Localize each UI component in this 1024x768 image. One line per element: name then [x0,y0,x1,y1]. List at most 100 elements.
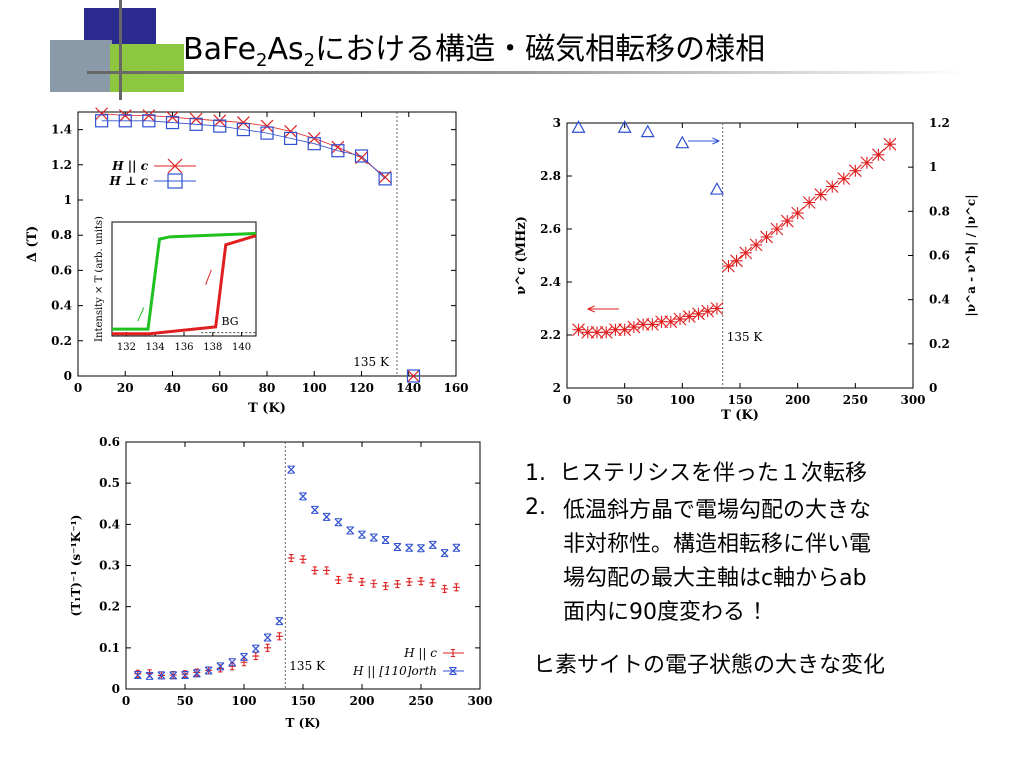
point-2-line: 場勾配の最大主軸はc軸からab [563,566,867,591]
data-point [825,180,839,193]
x-axis-label: T (K) [248,401,286,416]
data-point [133,671,142,679]
legend-label: H || [110]orth [352,664,437,678]
y-tick-label: 0.2 [51,334,72,348]
data-point [334,575,342,584]
inset-x-tick-label: 140 [232,342,251,353]
x-tick-label: 120 [349,381,374,395]
y-tick-label: 0 [64,369,72,383]
data-point [701,304,715,318]
data-point [157,671,166,680]
y2-tick-label: 0.4 [929,293,950,307]
point-2-line: 低温斜方晶で電場勾配の大きな [563,498,872,523]
data-point [358,577,366,587]
x-tick-label: 200 [785,393,810,407]
x-tick-label: 250 [408,694,433,708]
data-point [145,671,154,680]
y-tick-label: 0.6 [51,263,72,277]
x-tick-label: 100 [670,393,695,407]
data-point [760,230,773,244]
data-point [95,114,109,128]
data-point [739,246,753,260]
chart-t1t-vs-t: 0 50 100 150 200 250 300 0 0.1 0.2 0.3 0.4 0.5 0.6 135… [69,435,493,730]
y-axis-label: Δ (T) [25,226,40,263]
x-tick-label: 0 [74,381,82,395]
data-point [240,658,248,667]
error-bar [429,540,437,549]
error-bar [275,617,283,626]
data-point [118,114,132,128]
x-tick-label: 100 [231,694,256,708]
data-point [310,506,319,514]
data-point [664,315,678,329]
data-point [181,671,189,679]
data-point [142,114,156,128]
annotation-135k: 135 K [289,659,326,673]
y-tick-label: 2.6 [540,222,561,236]
data-point [581,325,595,339]
y-tick-label: 1 [64,193,72,207]
x-tick-label: 100 [302,381,327,395]
data-point [405,577,413,587]
data-point [655,315,668,329]
y-tick-label: 0 [112,682,120,696]
y2-tick-label: 0.8 [929,204,950,218]
x-tick-label: 80 [259,381,276,395]
data-point [299,555,307,564]
error-bar [334,518,342,527]
data-point [428,540,437,549]
legend: H || c H || [110]orth [352,646,464,678]
data-point [167,173,183,189]
series-asymmetry [571,120,724,195]
error-bar [417,544,425,553]
data-point [417,544,425,553]
series-nu-c [572,137,897,339]
data-point [334,518,343,527]
data-point [216,664,224,673]
data-point [287,554,295,563]
x-tick-label: 50 [177,694,194,708]
x-tick-label: 160 [443,381,468,395]
inset-y-axis-label: Intensity × T (arb. units) [94,216,105,342]
data-point [346,573,354,582]
error-bar [240,652,248,661]
error-bar [134,671,142,680]
point-2-number: 2. [525,495,546,520]
annotation-135k: 135 K [353,355,390,369]
data-point [636,318,650,331]
inset-arrow-up [205,269,212,285]
data-point [322,512,331,521]
y-tick-label: 0.2 [99,600,120,614]
series-line [101,120,386,180]
data-point [452,543,461,552]
data-point [260,126,274,140]
data-point [393,543,402,551]
y-tick-label: 0.1 [99,641,120,655]
x-tick-label: 0 [122,694,130,708]
y2-tick-label: 0 [929,381,937,395]
x-tick-label: 40 [164,381,181,395]
data-point [275,617,284,625]
x-axis-label: T (K) [721,408,759,423]
y-tick-label: 2.8 [540,169,561,183]
error-bar [252,644,260,653]
data-point [275,632,283,641]
data-point [189,117,203,131]
conclusion-text: ヒ素サイトの電子状態の大きな変化 [533,653,886,678]
point-2-line: 非対称性。構造相転移に伴い電 [563,532,872,557]
data-point [264,643,272,652]
data-point [165,115,180,130]
legend-label: H ⊥ c [108,174,148,188]
x-tick-label: 20 [117,381,134,395]
y-tick-label: 0.8 [51,228,72,242]
error-bar [441,549,449,558]
data-point [722,259,735,273]
x-tick-label: 300 [467,694,492,708]
x-tick-label: 150 [290,694,315,708]
x-tick-label: 250 [843,393,868,407]
data-point [709,182,724,195]
series-h-parallel-c [95,107,420,383]
error-bar [346,526,354,535]
error-bar [452,543,460,552]
